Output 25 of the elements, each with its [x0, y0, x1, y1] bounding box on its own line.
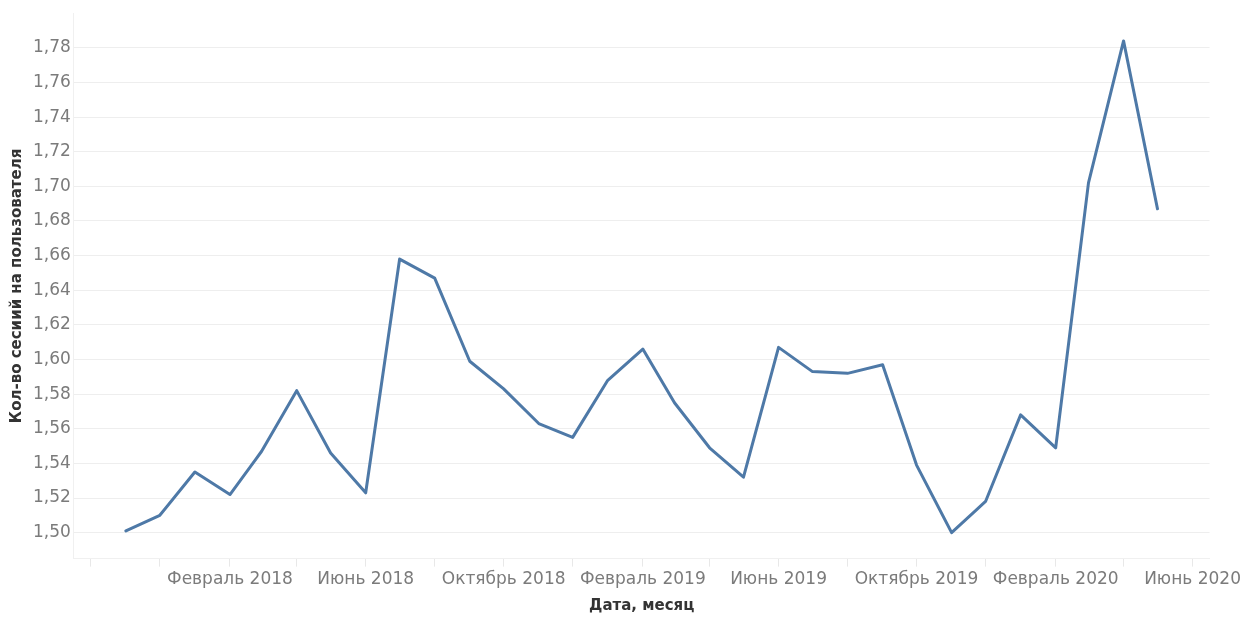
x-tick-label: Июнь 2018 [317, 568, 415, 589]
y-tick-label: 1,72 [32, 140, 71, 161]
y-tick-label: 1,54 [32, 451, 71, 472]
y-tick-label: 1,68 [32, 209, 71, 230]
x-tick-label: Февраль 2019 [579, 568, 706, 589]
y-tick-label: 1,52 [32, 486, 71, 507]
x-tick-label: Октябрь 2019 [854, 568, 979, 589]
x-axis-title: Дата, месяц [589, 595, 695, 614]
x-tick-label: Июнь 2019 [730, 568, 827, 589]
x-tick-label: Октябрь 2018 [441, 568, 566, 589]
y-tick-label: 1,74 [32, 105, 71, 126]
y-tick-label: 1,70 [32, 174, 71, 195]
y-tick-label: 1,50 [32, 521, 71, 542]
y-tick-label: 1,78 [32, 36, 71, 57]
y-tick-label: 1,58 [32, 382, 71, 403]
x-tick-label: Июнь 2020 [1144, 568, 1241, 589]
y-tick-label: 1,76 [32, 70, 71, 91]
x-tick-label: Февраль 2020 [992, 568, 1119, 589]
y-tick-label: 1,60 [32, 347, 71, 368]
y-tick-label: 1,64 [32, 278, 71, 299]
x-tick-label: Февраль 2018 [167, 568, 293, 589]
y-tick-label: 1,62 [32, 313, 71, 334]
y-tick-label: 1,56 [32, 417, 71, 438]
y-tick-label: 1,66 [32, 244, 71, 265]
y-axis-title: Кол-во сесиий на пользователя [6, 148, 25, 424]
